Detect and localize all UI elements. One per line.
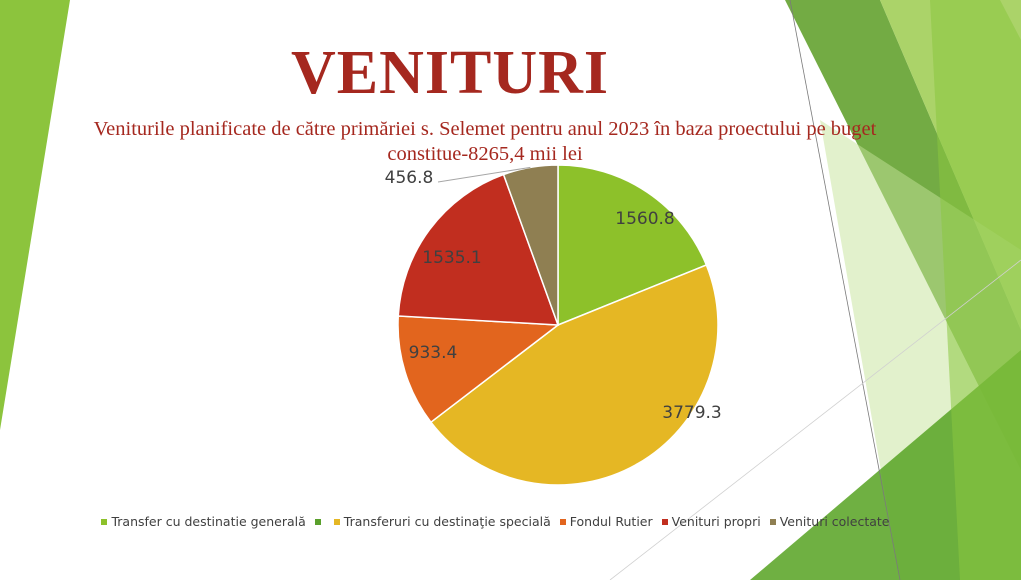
data-label: 1560.8 [615,209,674,229]
leader-line [437,166,531,183]
data-label: 933.4 [409,343,458,363]
legend-item: Transfer cu destinatie generală [101,514,306,529]
chart-subtitle: Veniturile planificate de către primărie… [93,118,877,165]
data-label: 3779.3 [662,403,721,423]
legend-item: Fondul Rutier [559,514,653,529]
right-edge-green-shape [930,0,1021,580]
decor-line-2 [609,259,1021,580]
chart-legend: Transfer cu destinatie generală Transferu… [90,514,910,529]
pie-slice [429,264,719,486]
pie-slice [502,164,559,326]
pie-slice [397,315,561,424]
pie-slice [557,164,708,327]
left-green-shape [0,0,70,430]
legend-item [314,518,325,525]
legend-label: Transfer cu destinatie generală [111,514,306,529]
legend-swatch [661,518,668,525]
legend-swatch [333,518,340,525]
legend-swatch [101,518,108,525]
pie-slice [397,173,560,326]
legend-label: Transferuri cu destinaţie specială [343,514,551,529]
legend-item: Venituri colectate [769,514,890,529]
legend-label: Venituri colectate [779,514,890,529]
data-label: 1535.1 [422,248,481,268]
decor-line-1 [789,0,901,580]
legend-item: Venituri propri [661,514,761,529]
legend-item: Transferuri cu destinaţie specială [333,514,551,529]
legend-swatch [559,518,566,525]
legend-swatch [314,518,321,525]
legend-swatch [769,518,776,525]
data-label: 456.8 [385,168,434,188]
legend-label: Venituri propri [671,514,761,529]
legend-label: Fondul Rutier [569,514,653,529]
page-title: VENITURI [290,39,610,107]
